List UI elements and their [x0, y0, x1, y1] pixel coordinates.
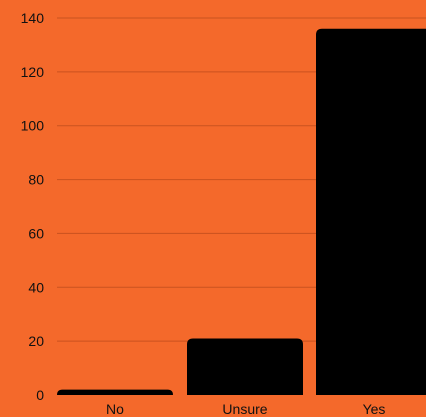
x-axis-ticks: No Unsure Yes: [106, 401, 385, 417]
gridlines: [57, 17, 426, 342]
y-tick-label-140: 140: [21, 10, 45, 26]
bar-unsure: [187, 338, 303, 395]
y-tick-label-80: 80: [28, 172, 44, 188]
y-tick-label-100: 100: [21, 118, 45, 134]
y-axis-ticks: 0 20 40 60 80 100 120 140: [21, 10, 45, 403]
x-tick-label-unsure: Unsure: [222, 401, 267, 417]
y-tick-label-120: 120: [21, 64, 45, 80]
y-tick-label-20: 20: [28, 333, 44, 349]
bar-no: [57, 389, 173, 395]
bar-yes: [316, 28, 426, 395]
y-tick-label-40: 40: [28, 279, 44, 295]
y-tick-label-0: 0: [36, 387, 44, 403]
y-tick-label-60: 60: [28, 225, 44, 241]
x-tick-label-yes: Yes: [363, 401, 386, 417]
bars: [57, 28, 426, 395]
x-tick-label-no: No: [106, 401, 124, 417]
